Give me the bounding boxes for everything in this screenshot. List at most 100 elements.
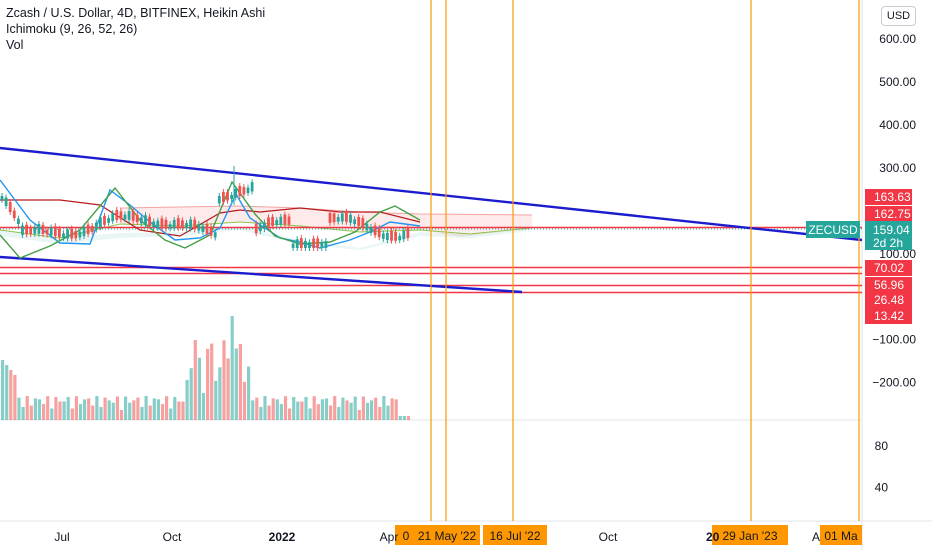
candle-body (111, 213, 115, 222)
candle-body (90, 226, 94, 232)
volume-bar (210, 343, 214, 420)
candle-body (58, 228, 61, 238)
volume-bar (58, 401, 62, 420)
candle-body (267, 217, 270, 228)
volume-bar (33, 398, 37, 420)
candle-body (213, 232, 217, 238)
candle-body (316, 238, 320, 248)
volume-bar (95, 396, 99, 420)
candles[interactable] (0, 166, 410, 251)
volume-bar (148, 405, 152, 420)
volume-bar (402, 416, 406, 420)
volume-bar (361, 396, 365, 420)
candle-body (304, 240, 307, 248)
candle-body (4, 197, 8, 206)
volume-bar (37, 399, 42, 420)
candle-body (181, 220, 184, 228)
current-price-badge (865, 221, 912, 250)
lower-trendline[interactable] (0, 255, 523, 294)
candle-body (45, 229, 49, 235)
price-badge-label: 162.75 (874, 207, 911, 221)
symbol-title[interactable]: Zcash / U.S. Dollar, 4D, BITFINEX, Heiki… (6, 6, 266, 20)
time-tick-label: Jul (54, 530, 69, 544)
volume-bar (247, 366, 251, 420)
price-tick-label: 500.00 (879, 75, 916, 89)
candle-body (62, 233, 65, 238)
volume-bar (119, 409, 124, 420)
volume-bar (238, 343, 242, 420)
vertical-marker-label: 21 May '22 (418, 529, 477, 543)
volume-bar (13, 375, 17, 420)
candle-body (189, 219, 192, 229)
volume-bar (132, 400, 136, 420)
volume-bar (320, 399, 324, 420)
vertical-marker-label: 01 Ma (824, 529, 858, 543)
candle-body (361, 218, 365, 229)
candle-body (234, 189, 238, 198)
candle-body (176, 218, 180, 229)
volume-bar (115, 396, 119, 420)
candle-body (135, 215, 139, 223)
candle-body (21, 225, 24, 235)
candle-body (185, 223, 188, 229)
volume-bar (337, 407, 341, 420)
candle-body (17, 218, 20, 224)
candle-body (254, 223, 258, 234)
price-tick-label: 100.00 (879, 247, 916, 261)
volume-bar (394, 399, 398, 420)
candle-body (197, 223, 201, 231)
candle-body (377, 227, 381, 238)
volume-bar (357, 409, 361, 420)
candle-body (94, 222, 98, 230)
candle-body (402, 230, 406, 240)
candle-body (357, 216, 361, 226)
tenkan-line (0, 179, 421, 249)
volume-bar (267, 405, 271, 420)
candle-body (258, 224, 262, 232)
price-badge-label: 56.96 (874, 278, 904, 292)
volume-bar (140, 406, 144, 420)
volume-legend[interactable]: Vol (6, 38, 24, 52)
candle-body (332, 213, 336, 223)
candle-body (390, 230, 393, 241)
candle-body (287, 216, 291, 225)
currency-button[interactable]: USD (881, 6, 916, 26)
price-badge-label: 70.02 (874, 261, 904, 275)
candle-body (152, 221, 156, 228)
ichimoku-legend[interactable]: Ichimoku (9, 26, 52, 26) (6, 22, 138, 36)
volume-bar (25, 396, 29, 420)
candle-body (230, 194, 233, 199)
volume-bar (406, 416, 411, 420)
vertical-marker-badge (414, 525, 480, 545)
volume-bars (1, 316, 411, 420)
time-tick-label: Oct (163, 530, 182, 544)
volume-bar (300, 401, 304, 420)
vertical-marker-badge (712, 525, 788, 545)
candle-body (168, 224, 172, 229)
candle-body (193, 219, 197, 230)
time-axis[interactable]: Jul Oct 2022 Apr Oct (54, 530, 618, 544)
candle-body (53, 226, 57, 237)
candle-body (320, 242, 324, 248)
volume-bar (111, 402, 115, 420)
vertical-marker-label: 29 Jan '23 (722, 529, 777, 543)
price-badge (865, 189, 912, 205)
price-tick-label: −200.00 (872, 376, 916, 390)
candle-body (123, 214, 127, 220)
price-scale[interactable]: 600.00 500.00 400.00 300.00 100.00 −100.00 −20… (872, 32, 916, 495)
volume-bar (70, 408, 74, 420)
volume-bar (201, 392, 206, 420)
price-tick-label: 300.00 (879, 161, 916, 175)
candle-body (279, 216, 283, 225)
volume-bar (275, 399, 279, 420)
candle-body (209, 226, 213, 236)
volume-bar (136, 397, 140, 420)
candle-body (78, 231, 82, 238)
volume-tick-label: 40 (875, 480, 889, 494)
candle-body (283, 214, 287, 225)
candle-body (172, 220, 176, 229)
vertical-markers[interactable]: 0 21 May '22 16 Jul '22 29 Jan '23 01 Ma 20 A (395, 0, 862, 545)
volume-bar (316, 404, 320, 420)
volume-bar (193, 340, 197, 420)
